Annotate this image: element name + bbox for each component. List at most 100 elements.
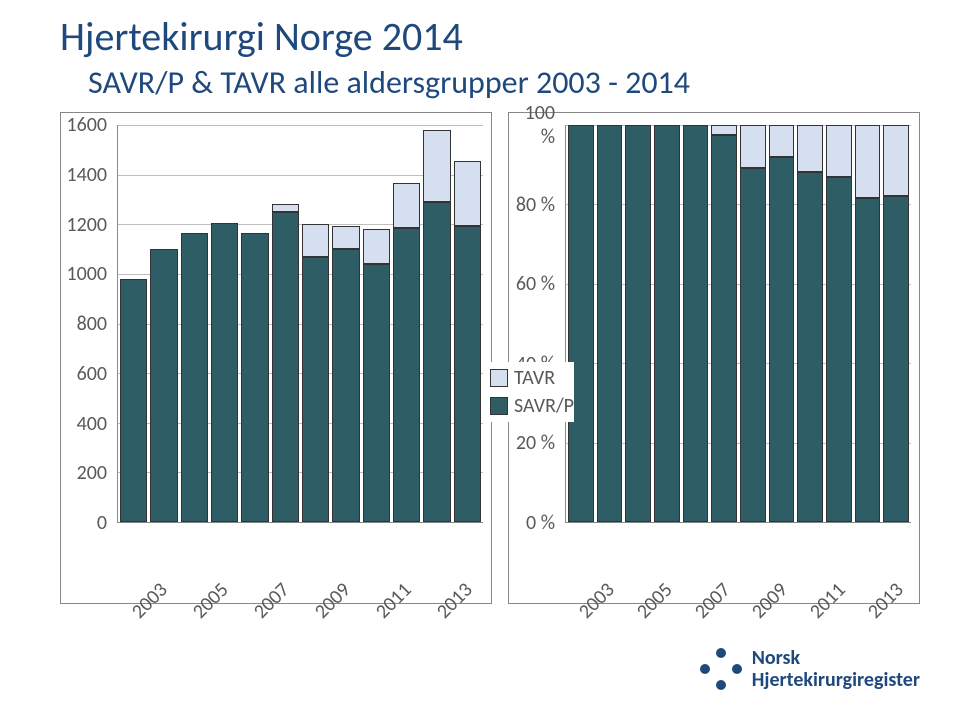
bar-group xyxy=(272,125,299,522)
footer-text: Norsk Hjertekirurgiregister xyxy=(752,647,920,691)
bar-segment-savr xyxy=(363,264,390,522)
legend-item: TAVR xyxy=(490,366,574,390)
bar-group xyxy=(826,125,852,522)
chart2-y-axis: 0 %20 %40 %60 %80 %100 % xyxy=(509,125,561,523)
bar-segment-savr xyxy=(568,125,594,522)
y-tick-label: 0 % xyxy=(509,511,555,535)
x-tick-label: 2007 xyxy=(249,578,295,624)
bar-segment-savr xyxy=(711,135,737,522)
bar-segment-savr xyxy=(181,233,208,522)
legend-swatch-icon xyxy=(490,369,508,387)
legend-label: TAVR xyxy=(514,366,555,390)
page-title: Hjertekirurgi Norge 2014 xyxy=(60,12,920,61)
bar-group xyxy=(855,125,881,522)
y-tick-label: 60 % xyxy=(509,272,555,296)
x-tick-label: 2005 xyxy=(188,578,234,624)
chart2-x-axis: 200320052007200920112013 xyxy=(565,525,911,603)
footer-line2: Hjertekirurgiregister xyxy=(752,669,920,691)
bar-segment-savr xyxy=(150,249,177,522)
x-tick-label: 2009 xyxy=(310,578,356,624)
bar-segment-savr xyxy=(302,257,329,522)
bar-group xyxy=(625,125,651,522)
bar-segment-savr xyxy=(683,125,709,522)
y-tick-label: 400 xyxy=(61,412,107,436)
legend: TAVR SAVR/P xyxy=(490,362,574,422)
y-tick-label: 600 xyxy=(61,362,107,386)
bar-segment-tavr xyxy=(332,226,359,250)
bar-segment-savr xyxy=(423,202,450,522)
bar-group xyxy=(211,125,238,522)
bar-segment-savr xyxy=(740,168,766,522)
chart1-plot xyxy=(117,125,483,523)
bar-segment-tavr xyxy=(740,125,766,168)
y-tick-label: 100 % xyxy=(509,101,555,149)
bar-segment-tavr xyxy=(363,229,390,264)
bar-group xyxy=(769,125,795,522)
chart1-x-axis: 200320052007200920112013 xyxy=(117,525,483,603)
bar-group xyxy=(150,125,177,522)
bar-segment-savr xyxy=(625,125,651,522)
chart2-plot xyxy=(565,125,911,523)
bar-segment-tavr xyxy=(711,125,737,135)
bar-segment-savr xyxy=(332,249,359,522)
x-tick-label: 2013 xyxy=(863,578,909,624)
legend-swatch-icon xyxy=(490,397,508,415)
bar-segment-savr xyxy=(454,226,481,523)
bar-group xyxy=(302,125,329,522)
bar-segment-savr xyxy=(597,125,623,522)
bar-segment-savr xyxy=(654,125,680,522)
x-tick-label: 2003 xyxy=(127,578,173,624)
legend-item: SAVR/P xyxy=(490,394,574,418)
bar-group xyxy=(597,125,623,522)
y-tick-label: 1400 xyxy=(61,163,107,187)
y-tick-label: 80 % xyxy=(509,193,555,217)
bar-group xyxy=(711,125,737,522)
y-tick-label: 200 xyxy=(61,461,107,485)
bar-group xyxy=(120,125,147,522)
y-tick-label: 20 % xyxy=(509,431,555,455)
bar-group xyxy=(797,125,823,522)
y-tick-label: 1000 xyxy=(61,262,107,286)
x-tick-label: 2013 xyxy=(432,578,478,624)
x-tick-label: 2011 xyxy=(805,578,851,624)
percent-chart: 0 %20 %40 %60 %80 %100 % 200320052007200… xyxy=(508,112,920,604)
bar-segment-tavr xyxy=(797,125,823,172)
bar-segment-savr xyxy=(241,233,268,522)
chart1-y-axis: 02004006008001000120014001600 xyxy=(61,125,113,523)
bar-segment-tavr xyxy=(769,125,795,157)
y-tick-label: 1200 xyxy=(61,213,107,237)
bar-group xyxy=(241,125,268,522)
x-tick-label: 2005 xyxy=(632,578,678,624)
page: Hjertekirurgi Norge 2014 SAVR/P & TAVR a… xyxy=(0,0,960,604)
bar-group xyxy=(883,125,909,522)
logo-icon xyxy=(700,648,742,690)
bar-group xyxy=(423,125,450,522)
x-tick-label: 2011 xyxy=(371,578,417,624)
bar-group xyxy=(393,125,420,522)
bar-segment-tavr xyxy=(423,130,450,202)
bar-group xyxy=(363,125,390,522)
bar-segment-tavr xyxy=(826,125,852,177)
page-subtitle: SAVR/P & TAVR alle aldersgrupper 2003 - … xyxy=(60,63,920,102)
chart2-bars xyxy=(566,125,911,522)
bar-segment-savr xyxy=(211,223,238,522)
bar-segment-tavr xyxy=(302,224,329,256)
bar-group xyxy=(683,125,709,522)
footer-line1: Norsk xyxy=(752,647,920,669)
bar-group xyxy=(740,125,766,522)
bar-segment-tavr xyxy=(454,161,481,226)
bar-segment-savr xyxy=(826,177,852,522)
chart1-bars xyxy=(118,125,483,522)
y-tick-label: 0 xyxy=(61,511,107,535)
bar-segment-savr xyxy=(272,212,299,522)
bar-segment-tavr xyxy=(272,204,299,211)
bar-segment-savr xyxy=(855,198,881,522)
footer: Norsk Hjertekirurgiregister xyxy=(700,647,920,691)
y-tick-label: 1600 xyxy=(61,113,107,137)
x-tick-label: 2009 xyxy=(747,578,793,624)
bar-group xyxy=(454,125,481,522)
bar-segment-savr xyxy=(769,157,795,522)
absolute-chart: 02004006008001000120014001600 2003200520… xyxy=(60,112,492,604)
bar-group xyxy=(568,125,594,522)
x-tick-label: 2007 xyxy=(690,578,736,624)
